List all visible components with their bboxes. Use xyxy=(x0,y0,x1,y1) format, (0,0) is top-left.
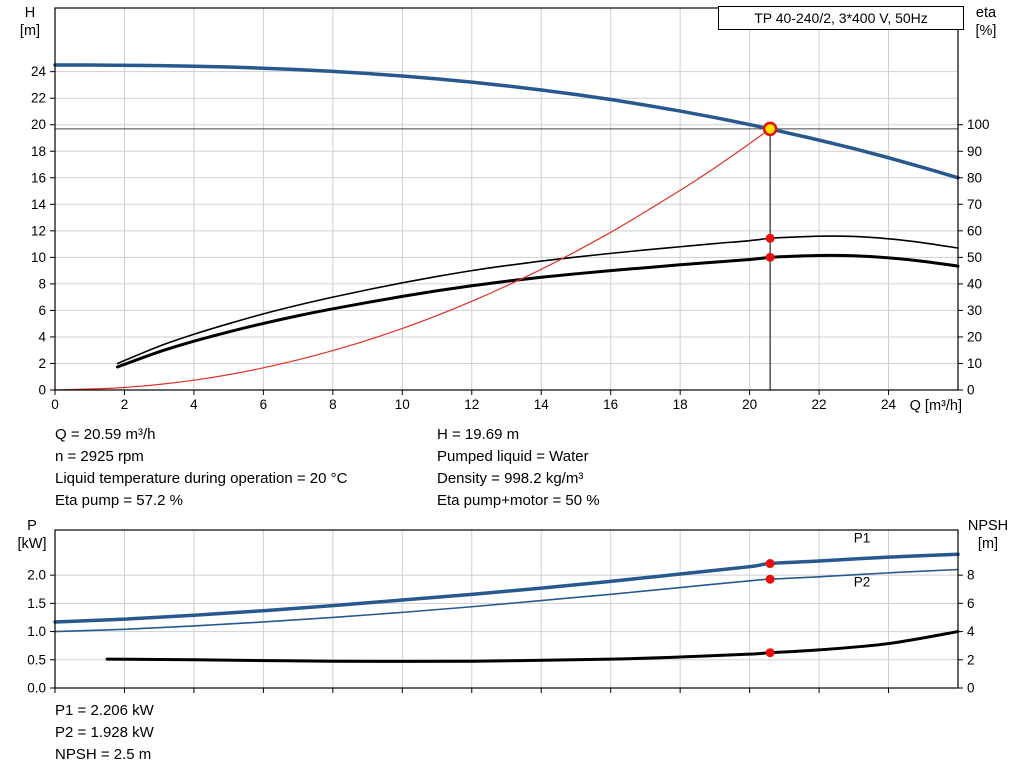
y-left-tick-label: 24 xyxy=(31,64,47,79)
npsh-axis-label-line1: NPSH xyxy=(967,518,1009,534)
eta-pump-curve xyxy=(116,235,959,365)
x-tick-label: 2 xyxy=(121,397,129,412)
y-right-tick-label: 60 xyxy=(967,223,982,238)
y-left-tick-label: 16 xyxy=(31,170,46,185)
duty-point-marker xyxy=(762,121,778,137)
x-tick-label: 8 xyxy=(329,397,337,412)
info-eta-pump-motor: Eta pump+motor = 50 % xyxy=(437,492,600,509)
y-right-tick-label: 10 xyxy=(967,356,982,371)
info-pumped-liquid: Pumped liquid = Water xyxy=(437,448,589,465)
y-right-tick-label: 20 xyxy=(967,329,982,344)
eta-axis-label-line1: eta xyxy=(975,5,997,21)
info-density: Density = 998.2 kg/m³ xyxy=(437,470,584,487)
duty-info-right: H = 19.69 m Pumped liquid = Water Densit… xyxy=(437,424,600,512)
power-npsh-chart: 0.0 0.5 1.0 1.5 2.0 0 2 4 6 8 P1 P2 xyxy=(27,529,975,696)
x-tick-label: 22 xyxy=(812,397,827,412)
y-right-tick-label: 2 xyxy=(967,652,975,667)
p2-curve xyxy=(54,568,959,633)
pump-title-box: TP 40-240/2, 3*400 V, 50Hz xyxy=(718,6,964,30)
eta-pump-marker xyxy=(765,233,775,243)
y-right-tick-label: 50 xyxy=(967,250,982,265)
y-right-tick-label: 30 xyxy=(967,303,982,318)
x-tick-label: 18 xyxy=(673,397,688,412)
p-axis-label-line2: [kW] xyxy=(17,536,47,552)
x-tick-label: 6 xyxy=(260,397,268,412)
x-tick-label: 10 xyxy=(395,397,410,412)
h-axis-label: H [m] xyxy=(10,4,50,40)
plot-frame xyxy=(54,529,959,689)
y-left-tick-label: 14 xyxy=(31,197,47,212)
y-left-tick-label: 12 xyxy=(31,223,46,238)
info-liquid-temp: Liquid temperature during operation = 20… xyxy=(55,470,348,487)
y-right-tick-label: 100 xyxy=(967,117,990,132)
power-info: P1 = 2.206 kW P2 = 1.928 kW NPSH = 2.5 m xyxy=(55,700,154,766)
x-tick-label: 14 xyxy=(534,397,550,412)
info-p1: P1 = 2.206 kW xyxy=(55,702,154,719)
y-left-tick-label: 1.0 xyxy=(27,624,46,639)
y-right-tick-label: 0 xyxy=(967,681,975,696)
info-npsh: NPSH = 2.5 m xyxy=(55,746,152,763)
y-left-tick-label: 0.0 xyxy=(27,681,46,696)
series-label: P1 xyxy=(854,530,871,545)
duty-info-left: Q = 20.59 m³/h n = 2925 rpm Liquid tempe… xyxy=(55,424,347,512)
info-flow: Q = 20.59 m³/h xyxy=(55,426,156,443)
p2-marker xyxy=(765,574,775,584)
npsh-axis-label-line2: [m] xyxy=(977,536,999,552)
y-left-tick-label: 6 xyxy=(38,303,46,318)
y-left-tick-label: 22 xyxy=(31,91,46,106)
plot-frame xyxy=(54,7,959,391)
eta-pump-motor-marker xyxy=(765,252,775,262)
y-right-tick-label: 90 xyxy=(967,144,982,159)
system-curve xyxy=(54,128,771,391)
series-label: P2 xyxy=(854,574,871,589)
q-axis-label: Q [m³/h] xyxy=(909,398,962,414)
y-left-tick-label: 10 xyxy=(31,250,46,265)
x-tick-label: 0 xyxy=(51,397,59,412)
y-right-tick-label: 80 xyxy=(967,170,982,185)
y-left-tick-label: 0.5 xyxy=(27,652,46,667)
x-tick-label: 20 xyxy=(742,397,757,412)
p1-marker xyxy=(765,559,775,569)
y-right-tick-label: 4 xyxy=(967,624,975,639)
eta-axis-label-line2: [%] xyxy=(975,23,997,39)
y-right-tick-label: 6 xyxy=(967,596,975,611)
x-tick-label: 12 xyxy=(464,397,479,412)
hq-chart: 0 2 4 6 8 10 12 14 16 18 20 22 240246810121416182022… xyxy=(31,7,990,412)
y-right-tick-label: 40 xyxy=(967,276,982,291)
info-head: H = 19.69 m xyxy=(437,426,520,443)
y-left-tick-label: 18 xyxy=(31,144,46,159)
h-axis-label-line2: [m] xyxy=(19,23,41,39)
pump-hq-curve xyxy=(53,63,960,180)
npsh-axis-label: NPSH [m] xyxy=(960,517,1016,553)
p1-curve xyxy=(53,552,960,624)
npsh-marker xyxy=(765,648,775,658)
p-axis-label-line1: P xyxy=(27,518,37,534)
x-tick-label: 24 xyxy=(881,397,897,412)
y-right-tick-label: 8 xyxy=(967,568,975,583)
y-left-tick-label: 20 xyxy=(31,117,46,132)
eta-axis-label: eta [%] xyxy=(963,4,1009,40)
y-left-tick-label: 4 xyxy=(38,329,46,344)
y-left-tick-label: 1.5 xyxy=(27,596,46,611)
eta-pump-motor-curve xyxy=(116,253,960,369)
p-axis-label: P [kW] xyxy=(10,517,54,553)
y-right-tick-label: 0 xyxy=(967,383,975,398)
info-eta-pump: Eta pump = 57.2 % xyxy=(55,492,183,509)
info-p2: P2 = 1.928 kW xyxy=(55,724,154,741)
y-left-tick-label: 0 xyxy=(38,383,46,398)
y-left-tick-label: 2.0 xyxy=(27,568,46,583)
h-axis-label-line1: H xyxy=(24,5,36,21)
npsh-curve xyxy=(105,630,960,663)
x-tick-label: 4 xyxy=(190,397,198,412)
y-left-tick-label: 2 xyxy=(38,356,46,371)
x-tick-label: 16 xyxy=(603,397,618,412)
y-right-tick-label: 70 xyxy=(967,197,982,212)
y-left-tick-label: 8 xyxy=(38,276,46,291)
info-speed: n = 2925 rpm xyxy=(55,448,144,465)
